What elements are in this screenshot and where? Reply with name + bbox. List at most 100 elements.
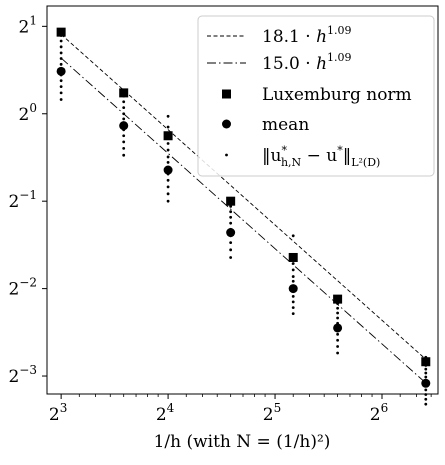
legend-circle-swatch (222, 119, 231, 129)
sample-point (166, 114, 170, 118)
legend-math-part: ‖ (343, 146, 352, 166)
y-tick-label: 2−2 (8, 276, 37, 300)
sample-point (59, 73, 63, 77)
sample-point (424, 384, 428, 387)
sample-point (166, 185, 170, 189)
legend-text: 18.1 · (262, 27, 316, 47)
x-tick-label: 26 (370, 401, 388, 425)
sample-point (229, 221, 233, 225)
y-tick-exponent: 0 (29, 101, 37, 115)
sample-point (424, 402, 428, 406)
sample-point (336, 351, 340, 355)
y-tick-label: 2−1 (8, 188, 37, 212)
sample-point (336, 297, 340, 301)
y-tick-exponent: 1 (29, 13, 37, 27)
y-tick-exponent: −3 (19, 363, 37, 377)
legend-item: ‖u* h,N − u*‖L²(D) (225, 144, 380, 169)
legend-exponent: 1.09 (327, 24, 352, 37)
legend-dot-swatch (225, 153, 228, 157)
sample-point (424, 379, 428, 383)
legend-item: 18.1 · h1.09 (207, 24, 352, 47)
sample-point (166, 148, 170, 152)
mean-point (56, 66, 66, 76)
sample-point (291, 234, 295, 238)
y-tick-label: 20 (19, 101, 37, 125)
legend-math-part: − u (301, 146, 337, 166)
sample-point (291, 284, 295, 288)
sample-point (291, 295, 295, 298)
sample-point (122, 106, 126, 110)
legend-label: Luxemburg norm (262, 85, 412, 105)
x-tick-label: 23 (49, 401, 67, 425)
y-tick-label: 21 (19, 13, 37, 37)
sample-point (122, 146, 126, 150)
legend-math-sub: L²(D) (351, 156, 380, 169)
legend-math-sup: * (281, 144, 287, 157)
series--u-h-n-u-l-d- (59, 31, 428, 406)
sample-point (166, 125, 170, 129)
legend-label: ‖u* h,N − u*‖L²(D) (262, 144, 380, 169)
sample-point (122, 122, 126, 126)
sample-point (336, 338, 340, 342)
mean-point (421, 378, 431, 388)
sample-point (122, 128, 126, 132)
series-layer (56, 27, 431, 406)
sample-point (291, 300, 295, 304)
sample-point (166, 199, 170, 203)
sample-point (122, 112, 126, 116)
x-tick-exponent: 6 (381, 401, 389, 415)
sample-point (291, 262, 295, 265)
x-tick-label: 25 (263, 401, 281, 425)
y-tick-exponent: −2 (19, 276, 37, 290)
mean-point (226, 228, 236, 238)
sample-point (336, 316, 340, 320)
sample-point (229, 234, 233, 238)
sample-point (291, 279, 295, 283)
sample-point (122, 134, 126, 138)
fit-line (60, 57, 427, 384)
sample-point (59, 68, 63, 71)
sample-point (424, 371, 428, 375)
sample-point (336, 345, 340, 348)
sample-point (122, 94, 126, 98)
legend-var: h (316, 54, 327, 74)
sample-point (166, 166, 170, 170)
legend-math-part: ‖u (262, 146, 282, 166)
sample-point (59, 34, 63, 37)
sample-point (59, 51, 63, 55)
legend-item: Luxemburg norm (222, 85, 412, 105)
legend-math-sub: h,N (281, 156, 302, 169)
sample-point (424, 355, 428, 359)
legend-label: mean (262, 115, 309, 135)
legend-item: mean (222, 115, 309, 135)
legend-math-sup: * (337, 144, 343, 157)
sample-point (336, 302, 340, 305)
x-tick-label: 24 (156, 401, 175, 425)
mean-point (288, 284, 298, 294)
sample-point (229, 210, 233, 214)
x-tick-exponent: 5 (274, 401, 282, 415)
sample-point (59, 31, 63, 35)
sample-point (166, 161, 170, 164)
sample-point (59, 45, 63, 49)
legend-label: 18.1 · h1.09 (262, 24, 352, 47)
sample-point (166, 172, 170, 176)
sample-point (122, 140, 126, 144)
legend-square-swatch (222, 89, 231, 99)
x-tick-exponent: 4 (167, 401, 175, 415)
sample-point (424, 393, 428, 396)
luxemburg-point (163, 131, 173, 141)
sample-point (229, 227, 233, 231)
plot-frame (46, 5, 439, 395)
sample-point (336, 321, 340, 325)
legend-exponent: 1.09 (327, 51, 352, 64)
sample-point (291, 289, 295, 293)
sample-point (291, 256, 295, 259)
sample-point (122, 100, 126, 104)
y-tick-label: 2−3 (8, 363, 37, 387)
x-axis-title: 1/h (with N = (1/h)²) (154, 432, 331, 452)
sample-point (166, 155, 170, 159)
sample-point (59, 62, 63, 66)
